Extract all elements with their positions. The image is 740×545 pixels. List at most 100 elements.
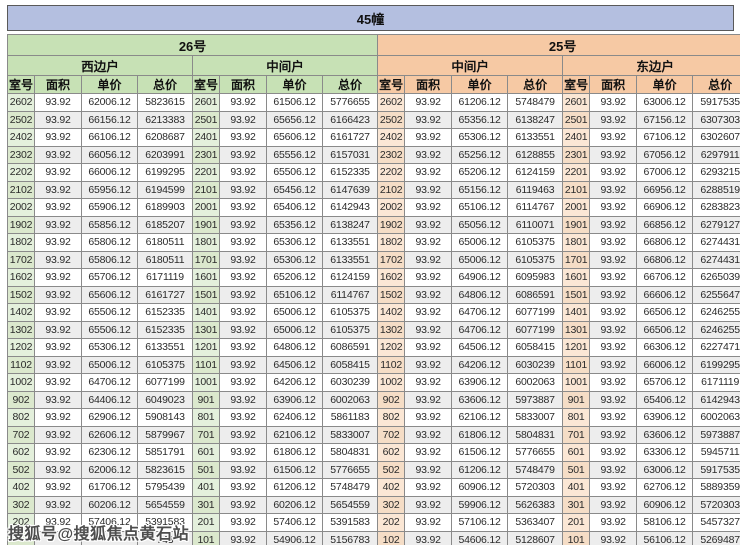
value-cell: 93.92	[219, 215, 267, 234]
room-number-cell: 2002	[377, 198, 406, 217]
value-cell: 6274431	[692, 233, 740, 252]
value-cell: 6030239	[507, 355, 564, 374]
room-number-cell: 1302	[7, 320, 35, 339]
value-cell: 6152335	[137, 320, 193, 339]
value-cell: 65006.12	[451, 250, 509, 269]
building-header-row: 26号 25号	[6, 34, 740, 56]
value-cell: 93.92	[34, 285, 82, 304]
value-cell: 65156.12	[451, 180, 509, 199]
room-number-cell: 2602	[377, 93, 406, 112]
value-cell: 64906.12	[451, 268, 509, 287]
value-cell: 61206.12	[451, 93, 509, 112]
value-cell: 93.92	[589, 443, 638, 462]
room-number-cell: 601	[192, 443, 220, 462]
room-number-cell: 1401	[192, 303, 220, 322]
room-number-cell: 1902	[7, 215, 35, 234]
value-cell: 93.92	[219, 198, 267, 217]
table-row: 1402 93.92 65506.12 6152335 1401 93.92 65006.1…	[7, 303, 740, 322]
value-cell: 57406.12	[81, 513, 138, 532]
room-number-cell: 2002	[7, 198, 35, 217]
value-cell: 93.92	[404, 355, 453, 374]
value-cell: 60206.12	[266, 495, 323, 514]
value-cell: 93.92	[34, 198, 82, 217]
value-cell: 64806.12	[266, 338, 323, 357]
value-cell: 6030239	[321, 373, 379, 392]
value-cell: 65306.12	[81, 338, 138, 357]
value-cell: 6171119	[137, 268, 193, 287]
room-number-cell: 202	[7, 513, 35, 532]
room-number-cell: 2601	[562, 93, 591, 112]
value-cell: 65356.12	[266, 215, 323, 234]
value-cell: 93.92	[34, 338, 82, 357]
table-row: 743 101 93.92 54906.12 5156783 102 93.92 54606.…	[7, 530, 740, 545]
value-cell: 65506.12	[81, 320, 138, 339]
value-cell: 65506.12	[81, 303, 138, 322]
room-number-cell: 2202	[7, 163, 35, 182]
value-cell: 93.92	[589, 530, 638, 545]
value-cell: 60906.12	[636, 495, 694, 514]
room-number-cell: 2501	[562, 110, 591, 129]
room-number-cell: 1402	[7, 303, 35, 322]
value-cell: 6142943	[692, 390, 740, 409]
room-number-cell: 1502	[377, 285, 406, 304]
value-cell: 93.92	[404, 215, 453, 234]
value-cell: 93.92	[589, 145, 638, 164]
value-cell: 66056.12	[81, 145, 138, 164]
value-cell: 5654559	[321, 495, 379, 514]
value-cell: 93.92	[219, 408, 267, 427]
value-cell: 5917535	[692, 93, 740, 112]
room-number-cell: 2101	[562, 180, 591, 199]
column-header: 单价	[81, 75, 138, 94]
value-cell: 93.92	[404, 338, 453, 357]
value-cell: 6171119	[692, 373, 740, 392]
room-number-cell: 501	[562, 460, 591, 479]
value-cell: 93.92	[34, 390, 82, 409]
value-cell: 6199295	[692, 355, 740, 374]
table-row: 1302 93.92 65506.12 6152335 1301 93.92 65006.1…	[7, 320, 740, 339]
value-cell: 65306.12	[266, 250, 323, 269]
room-number-cell: 2402	[377, 128, 406, 147]
room-number-cell: 501	[192, 460, 220, 479]
value-cell: 65806.12	[81, 250, 138, 269]
value-cell: 63906.12	[636, 408, 694, 427]
value-cell: 6049023	[137, 390, 193, 409]
value-cell: 66906.12	[636, 198, 694, 217]
value-cell: 93.92	[34, 268, 82, 287]
room-number-cell: 2102	[7, 180, 35, 199]
value-cell: 6058415	[321, 355, 379, 374]
value-cell: 64506.12	[451, 338, 509, 357]
value-cell: 6199295	[137, 163, 193, 182]
value-cell: 6128855	[507, 145, 564, 164]
room-number-cell: 1101	[192, 355, 220, 374]
value-cell: 93.92	[404, 180, 453, 199]
column-header: 单价	[266, 75, 323, 94]
value-cell: 6133551	[507, 128, 564, 147]
value-cell: 93.92	[219, 180, 267, 199]
value-cell: 65806.12	[81, 233, 138, 252]
value-cell: 65006.12	[451, 233, 509, 252]
table-row: 2002 93.92 65906.12 6189903 2001 93.92 65406.1…	[7, 198, 740, 217]
value-cell: 65706.12	[636, 373, 694, 392]
value-cell: 6077199	[507, 303, 564, 322]
value-cell: 6110071	[507, 215, 564, 234]
value-cell: 6105375	[507, 250, 564, 269]
value-cell: 93.92	[404, 513, 453, 532]
value-cell: 6124159	[507, 163, 564, 182]
table-row: 2202 93.92 66006.12 6199295 2201 93.92 65506.1…	[7, 163, 740, 182]
table-row: 1702 93.92 65806.12 6180511 1701 93.92 65306.1…	[7, 250, 740, 269]
value-cell: 93.92	[404, 128, 453, 147]
room-number-cell: 2402	[7, 128, 35, 147]
table-row: 1202 93.92 65306.12 6133551 1201 93.92 64806.1…	[7, 338, 740, 357]
value-cell: 743	[137, 530, 193, 545]
room-number-cell: 302	[377, 495, 406, 514]
room-number-cell: 402	[7, 478, 35, 497]
value-cell: 93.92	[589, 93, 638, 112]
value-cell: 61506.12	[451, 443, 509, 462]
room-number-cell: 902	[7, 390, 35, 409]
value-cell: 54906.12	[266, 530, 323, 545]
value-cell: 6002063	[692, 408, 740, 427]
value-cell: 93.92	[219, 513, 267, 532]
room-number-cell: 2302	[7, 145, 35, 164]
value-cell: 63606.12	[636, 425, 694, 444]
value-cell: 6246255	[692, 303, 740, 322]
